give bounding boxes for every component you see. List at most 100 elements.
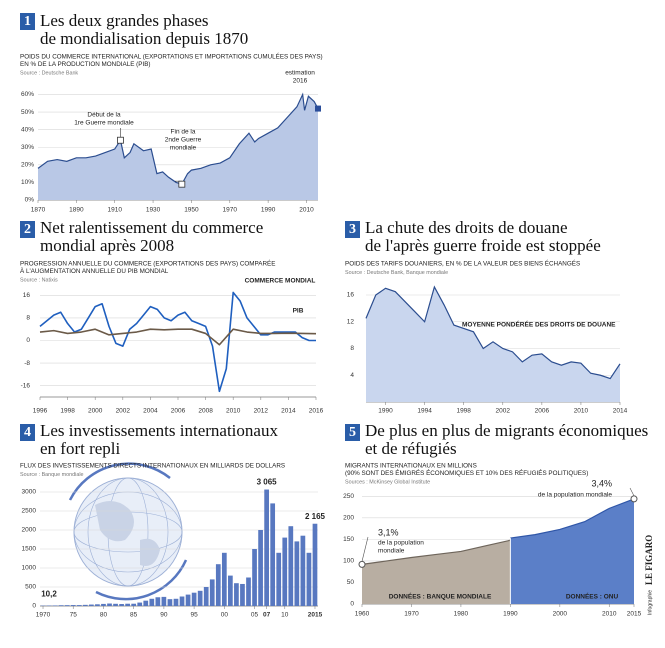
y-tick-label: 1500 (22, 546, 37, 553)
bar (107, 603, 112, 606)
annotation: 1re Guerre mondiale (74, 120, 134, 127)
x-tick-label: 1890 (69, 207, 84, 214)
x-tick-label: 2002 (496, 408, 511, 415)
bar (64, 605, 70, 606)
bar (300, 535, 306, 606)
y-tick-label: 30% (21, 144, 34, 151)
bar (246, 577, 251, 606)
chart-number: 4 (24, 425, 31, 440)
x-tick-label: 1980 (454, 611, 469, 618)
y-tick-label: 4 (350, 372, 354, 379)
annotation: mondiale (378, 548, 405, 555)
value-label: 2 165 (305, 512, 326, 521)
annotation: Début de la (87, 112, 121, 119)
bar (149, 598, 155, 606)
bar (101, 603, 106, 606)
x-tick-label: 1990 (503, 611, 518, 618)
x-tick-label: 90 (160, 612, 168, 619)
area (362, 540, 511, 604)
y-tick-label: 60% (21, 91, 34, 98)
x-tick-label: 2006 (171, 408, 186, 415)
chart-number: 1 (24, 14, 31, 29)
y-tick-label: 50% (21, 109, 34, 116)
chart-title: et de réfugiés (365, 439, 457, 458)
number-box (20, 424, 35, 441)
area-outline (361, 539, 511, 565)
chart-source: Source : Natixis (20, 277, 58, 283)
x-tick-label: 2010 (299, 207, 314, 214)
bar (282, 537, 288, 606)
y-tick-label: 0 (32, 603, 36, 610)
bar (221, 552, 227, 606)
area-outline (510, 498, 635, 539)
bar (95, 604, 100, 606)
y-tick-label: 2000 (22, 527, 37, 534)
bar (173, 598, 179, 606)
annotation: 2nde Guerre (165, 137, 202, 144)
y-tick-label: 0% (25, 197, 35, 204)
x-tick-label: 2010 (226, 408, 241, 415)
number-box (20, 221, 35, 238)
number-box (20, 13, 35, 30)
bar (76, 605, 82, 606)
annotation: 3,1% (378, 527, 399, 537)
annotation: de la population (378, 540, 424, 547)
y-tick-label: 100 (343, 558, 354, 565)
area (38, 94, 318, 200)
x-tick-label: 75 (70, 612, 78, 619)
chart-number: 3 (349, 222, 356, 237)
estimate-marker (315, 105, 321, 112)
bar (252, 549, 257, 606)
y-tick-label: 150 (343, 536, 354, 543)
x-tick-label: 1990 (378, 408, 393, 415)
bar (209, 579, 215, 606)
x-tick-label: 2004 (143, 408, 158, 415)
bar (312, 523, 318, 606)
area (510, 498, 634, 604)
x-tick-label: 2008 (198, 408, 213, 415)
x-tick-label: 1930 (146, 207, 161, 214)
bar (179, 596, 185, 606)
y-tick-label: 8 (350, 345, 354, 352)
point-marker (178, 180, 186, 188)
chart-title: mondial après 2008 (40, 236, 174, 255)
chart-subtitle: POIDS DES TARIFS DOUANIERS, EN % DE LA V… (345, 259, 580, 268)
y-tick-label: 500 (25, 584, 36, 591)
number-box (345, 424, 360, 441)
y-tick-label: -8 (24, 360, 30, 367)
x-tick-label: 1960 (355, 611, 370, 618)
annotation: 2016 (293, 78, 308, 85)
chart-source: Source : Banque mondiale (20, 472, 84, 478)
bar (270, 503, 276, 606)
y-tick-label: 40% (21, 126, 34, 133)
x-tick-label: 10 (281, 612, 289, 619)
value-label: 10,2 (41, 590, 57, 599)
y-tick-label: 50 (347, 579, 355, 586)
y-tick-label: 20% (21, 162, 34, 169)
series-label: DONNÉES : BANQUE MONDIALE (389, 592, 492, 601)
x-tick-label: 2010 (602, 611, 617, 618)
x-tick-label: 2015 (627, 611, 642, 618)
series-label: PIB (293, 308, 304, 315)
y-tick-label: 10% (21, 179, 34, 186)
chart-title: Les deux grandes phases (40, 11, 209, 30)
bar (58, 605, 64, 606)
point-marker (117, 136, 124, 144)
x-tick-label: 95 (190, 612, 198, 619)
x-tick-label: 2014 (281, 408, 296, 415)
series-label: COMMERCE MONDIAL (245, 278, 316, 285)
bar (113, 603, 118, 606)
x-tick-label: 05 (251, 612, 259, 619)
value-label: 3 065 (257, 478, 278, 487)
x-tick-label: 1950 (184, 207, 199, 214)
number-box (345, 221, 360, 238)
chart-subtitle: MIGRANTS INTERNATIONAUX EN MILLIONS (345, 463, 477, 470)
x-tick-label: 1970 (223, 207, 238, 214)
y-tick-label: 3000 (22, 489, 37, 496)
y-tick-label: -16 (21, 382, 31, 389)
line (39, 328, 317, 346)
x-tick-label: 80 (100, 612, 108, 619)
y-tick-label: 0 (26, 337, 30, 344)
